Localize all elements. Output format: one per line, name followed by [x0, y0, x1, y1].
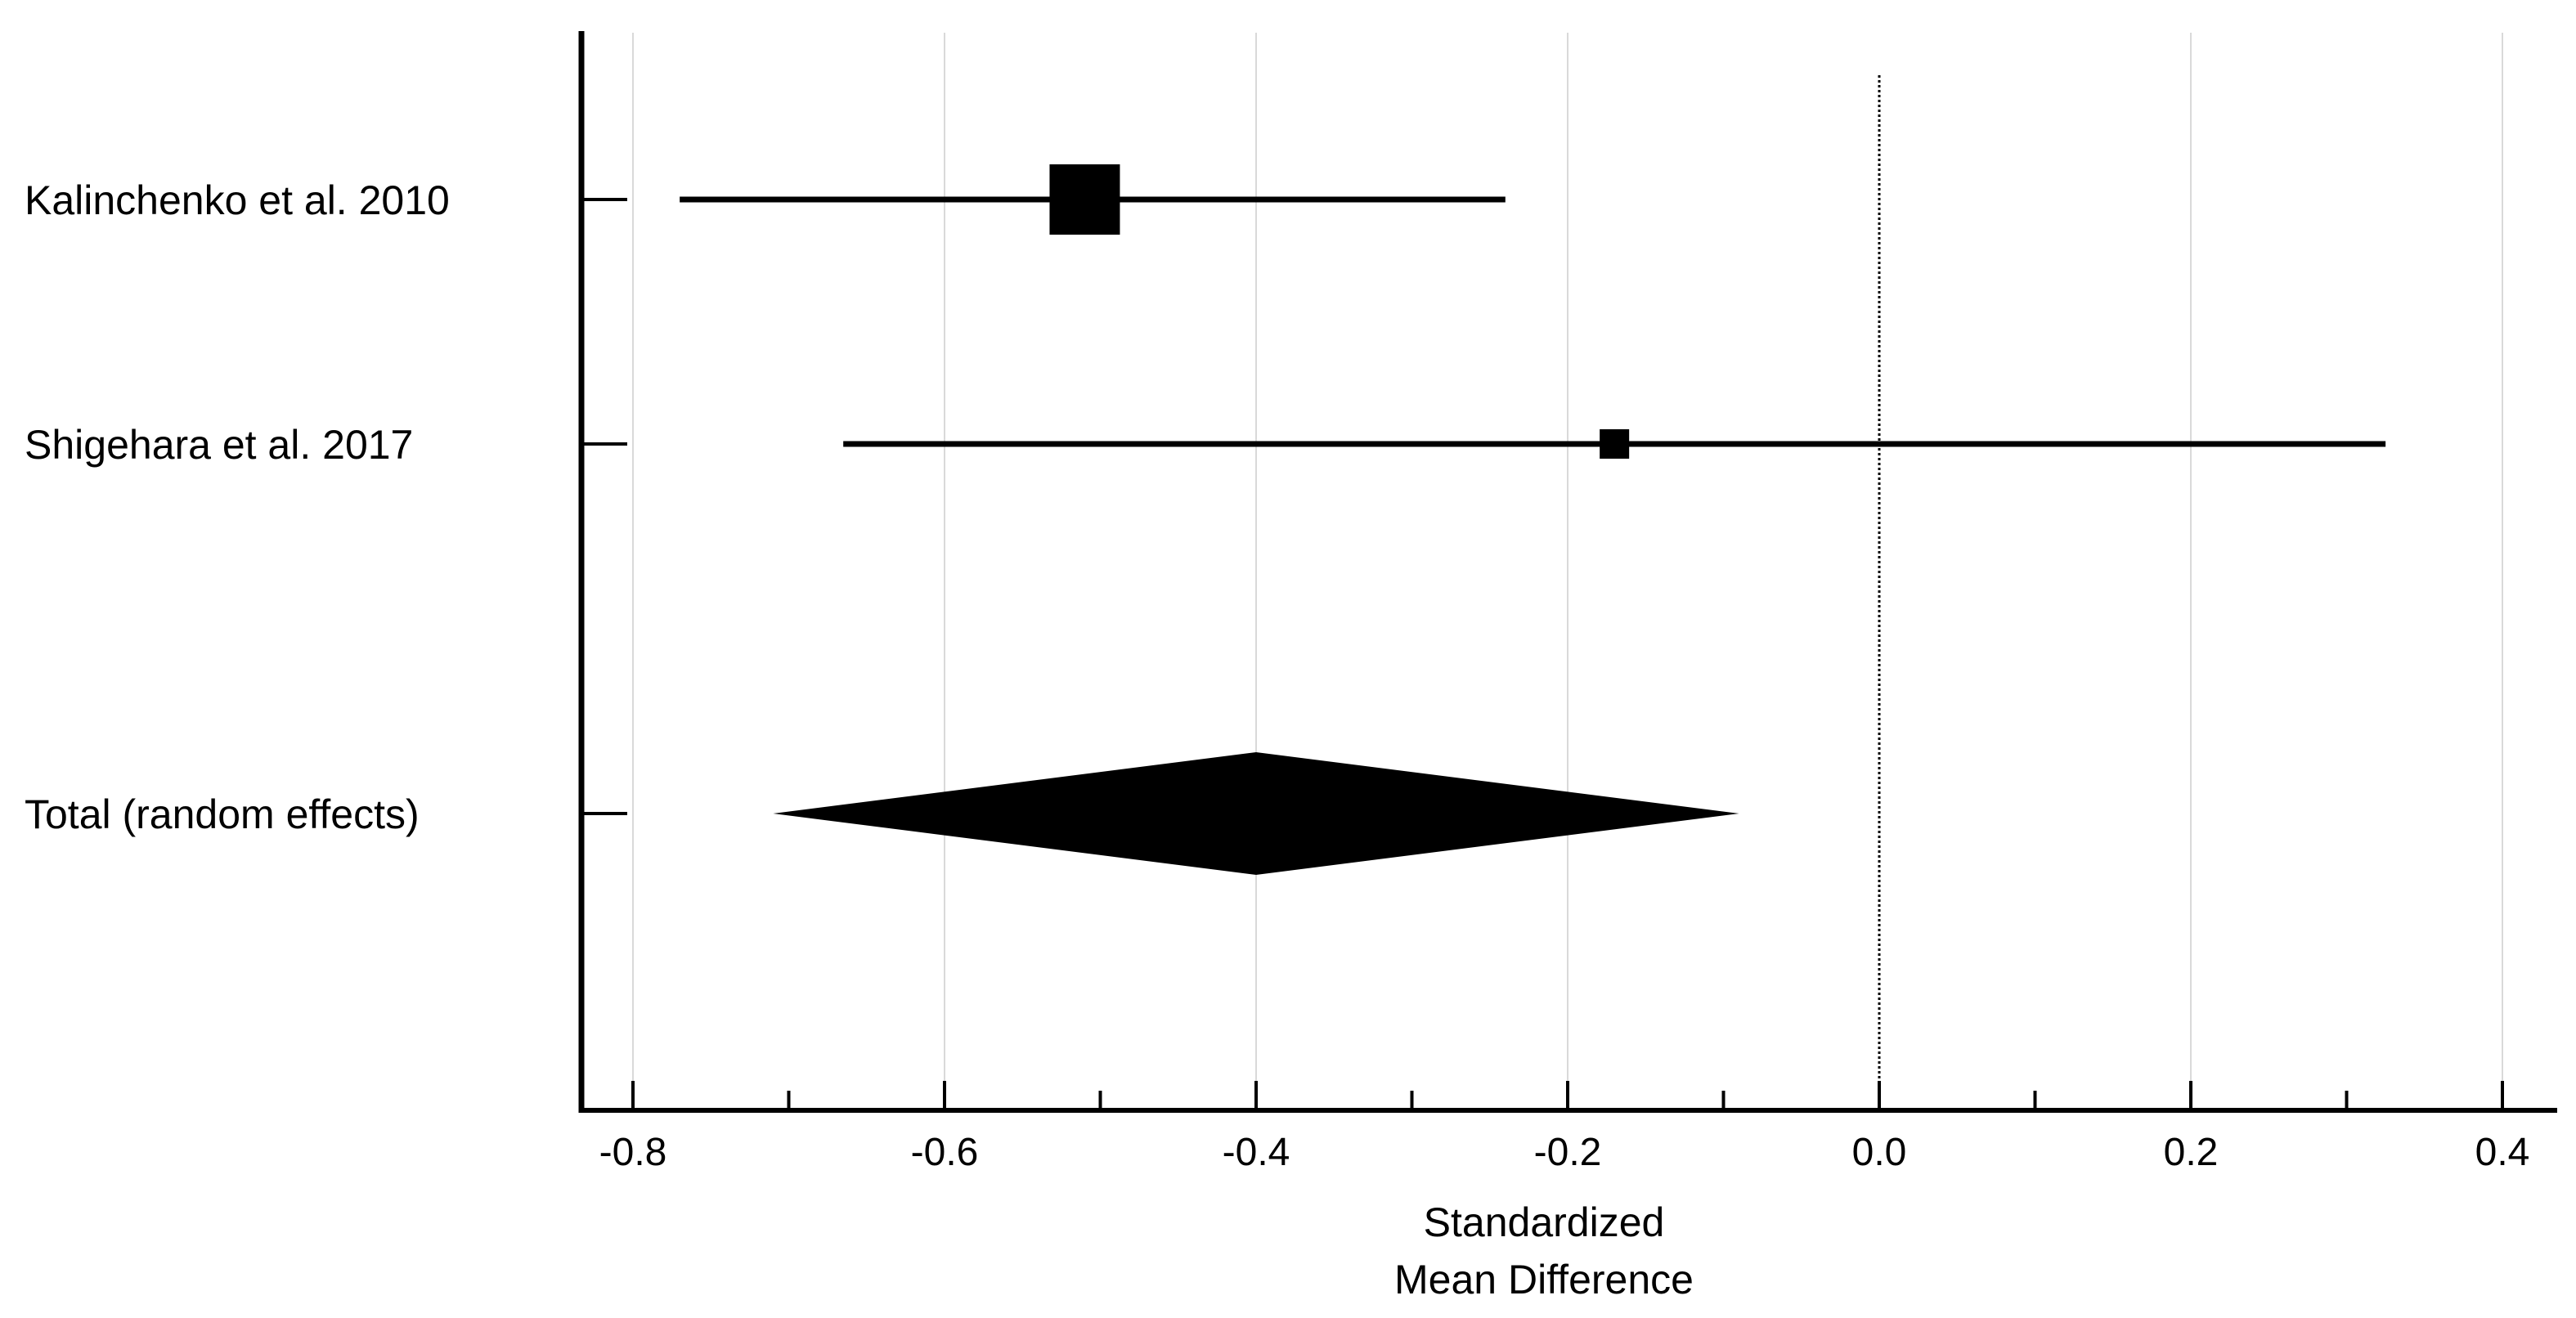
pooled-label: Total (random effects): [25, 791, 420, 837]
tick-label: -0.6: [911, 1131, 979, 1174]
tick-label: 0.4: [2475, 1131, 2530, 1174]
tick-label: -0.4: [1223, 1131, 1290, 1174]
study-label: Kalinchenko et al. 2010: [25, 177, 450, 223]
x-axis-ticks: -0.8 -0.6 -0.4 -0.2 0.0 0.2 0.4: [599, 1081, 2530, 1174]
tick-label: 0.0: [1852, 1131, 1907, 1174]
pooled-estimate: Total (random effects): [25, 752, 1739, 875]
effect-estimate-square: [1600, 429, 1630, 459]
tick-label: 0.2: [2164, 1131, 2219, 1174]
study-row: Shigehara et al. 2017: [25, 422, 2386, 468]
tick-label: -0.8: [599, 1131, 667, 1174]
study-label: Shigehara et al. 2017: [25, 422, 413, 468]
pooled-diamond: [773, 752, 1739, 875]
x-axis-title-line-2: Mean Difference: [1394, 1257, 1694, 1302]
study-rows: Kalinchenko et al. 2010 Shigehara et al. …: [25, 164, 2386, 468]
x-axis-title-line-1: Standardized: [1424, 1199, 1665, 1245]
study-row: Kalinchenko et al. 2010: [25, 164, 1506, 235]
gridlines: [632, 33, 2503, 1110]
tick-label: -0.2: [1534, 1131, 1602, 1174]
effect-estimate-square: [1049, 164, 1120, 235]
